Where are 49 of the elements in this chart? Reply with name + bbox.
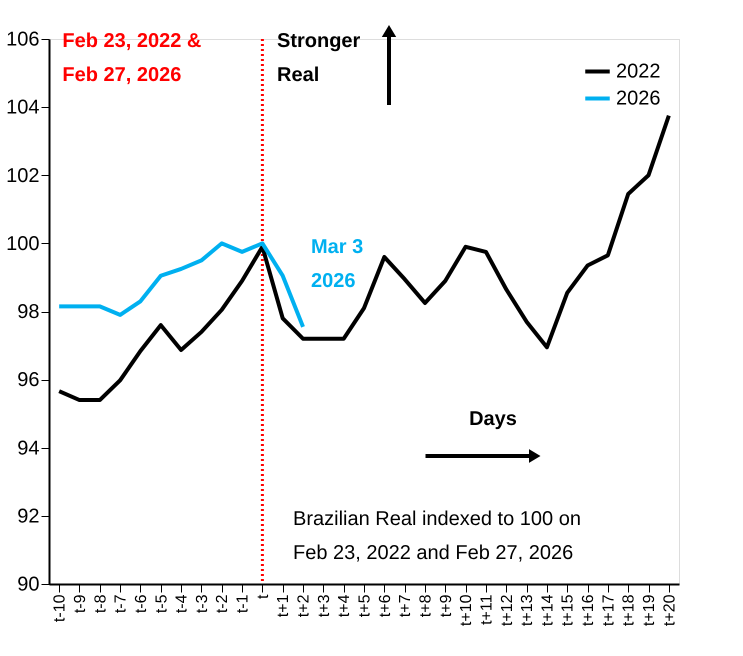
x-tick-label: t-2 [214, 594, 232, 614]
x-tick-label: t-6 [132, 594, 150, 614]
annotation: Stronger Real [277, 30, 361, 86]
x-tick-label: t+5 [356, 594, 374, 618]
legend-label: 2022 [616, 60, 660, 82]
y-tick-label: 98 [17, 301, 40, 323]
x-tick-label: t+6 [376, 594, 394, 618]
line-series [57, 241, 306, 329]
x-tick-label: t+4 [336, 594, 354, 618]
y-tick-label: 102 [6, 164, 40, 187]
x-tick-label: t-3 [194, 594, 211, 614]
y-tick-label: 96 [17, 369, 40, 392]
legend-label: 2026 [616, 88, 660, 110]
y-tick-label: 104 [6, 96, 40, 119]
x-tick-label: t-7 [112, 594, 130, 614]
x-tick-label: t+19 [641, 594, 658, 626]
y-tick-label: 90 [17, 574, 40, 596]
x-tick-label: t+18 [620, 594, 638, 626]
x-tick-label: t+11 [478, 594, 496, 625]
x-tick-label: t+10 [458, 594, 476, 626]
y-tick-label: 92 [17, 505, 40, 528]
y-tick-label: 106 [6, 28, 40, 50]
x-tick-label: t+1 [275, 594, 292, 618]
y-tick-label: 100 [6, 232, 40, 255]
x-tick-label: t+9 [438, 594, 455, 618]
line-series [57, 114, 671, 402]
x-tick-label: t+3 [316, 594, 333, 618]
x-tick-label: t+17 [600, 594, 618, 626]
annotation: Mar 3 2026 [311, 236, 364, 292]
x-tick-label: t-9 [72, 594, 89, 614]
x-tick-label: t-4 [174, 594, 191, 614]
annotation: Days [469, 408, 517, 430]
x-tick-label: t-8 [92, 594, 110, 614]
x-tick-label: t [254, 594, 272, 599]
x-tick-label: t-5 [153, 594, 170, 614]
x-tick-label: t+13 [519, 594, 536, 626]
ref-line-label: Feb 23, 2022 & Feb 27, 2026 [62, 30, 202, 86]
x-tick-label: t+15 [560, 594, 577, 626]
x-tick-label: t-10 [52, 594, 69, 622]
x-tick-label: t+14 [539, 594, 556, 626]
x-tick-label: t+20 [661, 594, 678, 626]
x-tick-label: t+2 [296, 594, 313, 618]
x-tick-label: t+16 [580, 594, 598, 626]
x-tick-label: t+12 [498, 594, 516, 626]
annotation: Brazilian Real indexed to 100 on Feb 23, 2022 and Feb 27, 2026 [293, 508, 581, 564]
x-tick-label: t+8 [417, 594, 434, 618]
y-tick-label: 94 [17, 437, 40, 460]
x-tick-label: t-1 [234, 594, 252, 614]
x-tick-label: t+7 [397, 594, 414, 618]
